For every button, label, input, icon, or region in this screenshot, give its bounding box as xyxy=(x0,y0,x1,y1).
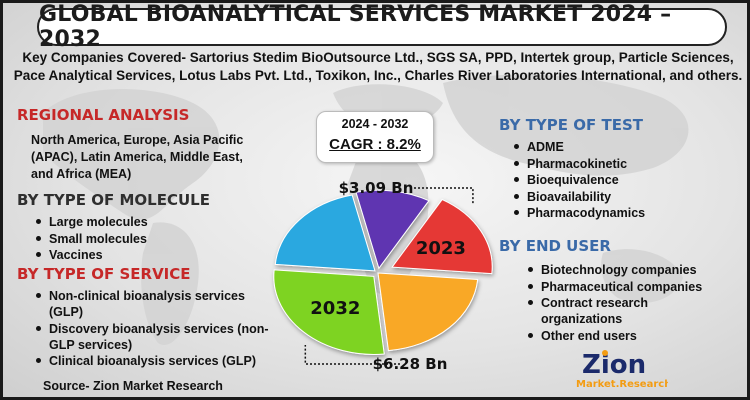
service-item: Non-clinical bioanalysis services (GLP) xyxy=(29,288,279,320)
pie-slice xyxy=(274,194,376,272)
pie-slice xyxy=(391,198,493,275)
end-user-item: Contract research organizations xyxy=(521,295,719,327)
value-annotation: $3.09 Bn xyxy=(339,179,414,197)
end-user-section: BY END USER Biotechnology companies Phar… xyxy=(499,237,739,344)
cagr-value: CAGR : 8.2% xyxy=(329,136,421,153)
test-item: Pharmacokinetic xyxy=(507,156,739,172)
test-list: ADME Pharmacokinetic Bioequivalence Bioa… xyxy=(499,139,739,221)
service-item: Discovery bioanalysis services (non-GLP … xyxy=(29,321,279,353)
end-user-item: Other end users xyxy=(521,328,719,344)
pie-slice xyxy=(273,269,385,355)
forecast-period: 2024 - 2032 xyxy=(341,117,409,131)
test-item: Pharmacodynamics xyxy=(507,205,739,221)
test-item: ADME xyxy=(507,139,739,155)
service-list: Non-clinical bioanalysis services (GLP) … xyxy=(17,288,279,369)
molecule-item: Vaccines xyxy=(29,247,267,263)
end-user-item: Pharmaceutical companies xyxy=(521,279,719,295)
pie-slice xyxy=(377,272,479,352)
molecule-item: Small molecules xyxy=(29,231,267,247)
service-item: Clinical bioanalysis services (GLP) xyxy=(29,353,279,369)
end-user-list: Biotechnology companies Pharmaceutical c… xyxy=(499,262,719,344)
page-title: GLOBAL BIOANALYTICAL SERVICES MARKET 202… xyxy=(39,2,672,52)
zion-logo: Zion Market.Research xyxy=(576,350,668,390)
slice-label: 2023 xyxy=(416,238,466,259)
test-heading: BY TYPE OF TEST xyxy=(499,116,643,134)
test-section: BY TYPE OF TEST ADME Pharmacokinetic Bio… xyxy=(499,116,739,222)
regional-heading: REGIONAL ANALYSIS xyxy=(17,106,190,124)
molecule-list: Large molecules Small molecules Vaccines xyxy=(17,214,267,263)
molecule-heading: BY TYPE OF MOLECULE xyxy=(17,191,210,209)
service-section: BY TYPE OF SERVICE Non-clinical bioanaly… xyxy=(17,265,287,370)
regional-text: North America, Europe, Asia Pacific (APA… xyxy=(31,133,244,181)
molecule-section: BY TYPE OF MOLECULE Large molecules Smal… xyxy=(17,191,267,264)
test-item: Bioequivalence xyxy=(507,172,739,188)
end-user-item: Biotechnology companies xyxy=(521,262,719,278)
svg-text:Zion: Zion xyxy=(582,350,646,380)
molecule-item: Large molecules xyxy=(29,214,267,230)
test-item: Bioavailability xyxy=(507,189,739,205)
value-annotation: $6.28 Bn xyxy=(373,355,448,373)
svg-text:Market.Research: Market.Research xyxy=(576,379,668,390)
regional-section: REGIONAL ANALYSIS North America, Europe,… xyxy=(17,106,267,183)
source-note: Source- Zion Market Research xyxy=(43,379,223,393)
service-heading: BY TYPE OF SERVICE xyxy=(17,265,191,283)
pie-slice xyxy=(355,189,430,270)
key-companies-text: Key Companies Covered- Sartorius Stedim … xyxy=(13,50,743,83)
market-pie-chart: 2023 2032 $3.09 Bn $6.28 Bn xyxy=(273,179,493,373)
end-user-heading: BY END USER xyxy=(499,237,611,255)
title-banner: GLOBAL BIOANALYTICAL SERVICES MARKET 202… xyxy=(37,3,727,52)
slice-label: 2032 xyxy=(310,298,360,319)
forecast-period-box: 2024 - 2032 CAGR : 8.2% xyxy=(316,111,434,163)
